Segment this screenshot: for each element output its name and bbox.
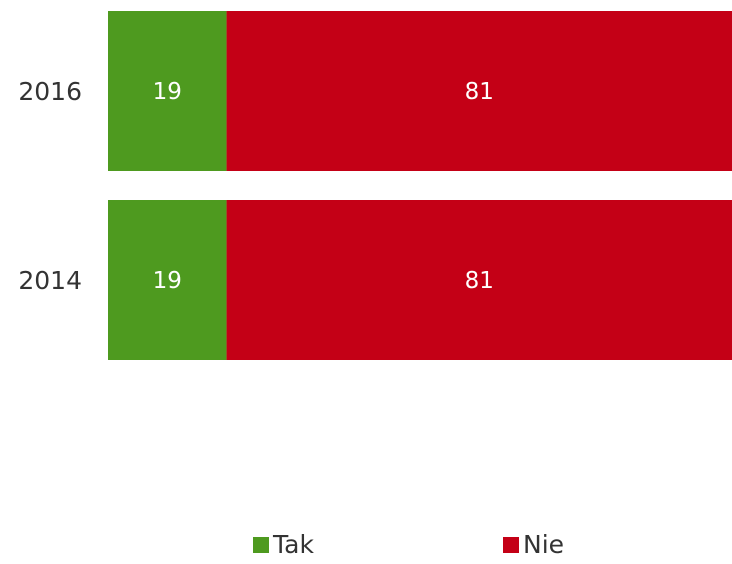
- data-label-nie-2014: 81: [465, 268, 494, 294]
- legend-label-tak: Tak: [272, 530, 314, 559]
- bar-tak-2014: [108, 200, 227, 360]
- bars-layer: [108, 11, 732, 360]
- legend-swatch-tak: [253, 537, 269, 553]
- bar-nie-2016: [226, 11, 732, 171]
- bar-tak-2016: [108, 11, 227, 171]
- labels-layer: 2016 19 81 2014 19 81: [18, 77, 494, 295]
- legend-label-nie: Nie: [523, 530, 564, 559]
- category-label-2014: 2014: [18, 266, 82, 295]
- bar-nie-2014: [226, 200, 732, 360]
- category-label-2016: 2016: [18, 77, 82, 106]
- data-label-tak-2014: 19: [153, 268, 182, 294]
- data-label-tak-2016: 19: [153, 79, 182, 105]
- legend-swatch-nie: [503, 537, 519, 553]
- legend: Tak Nie: [253, 530, 564, 559]
- data-label-nie-2016: 81: [465, 79, 494, 105]
